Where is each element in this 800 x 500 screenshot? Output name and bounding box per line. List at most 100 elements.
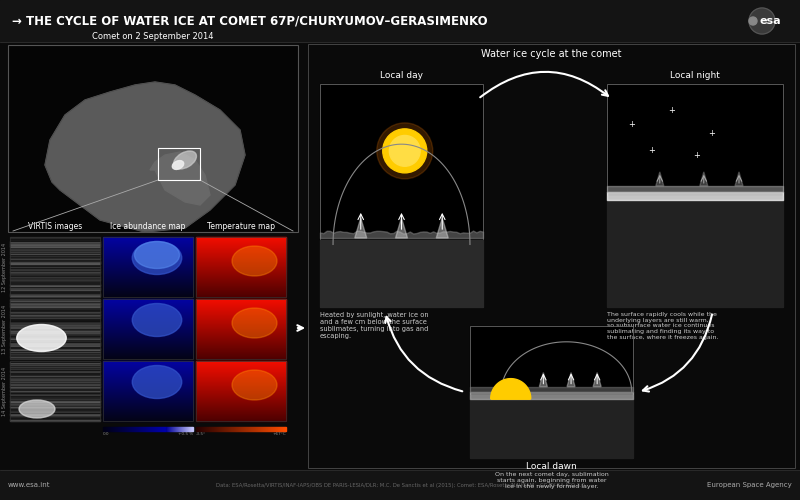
Bar — [196, 418, 286, 419]
Bar — [196, 269, 286, 270]
Bar — [103, 283, 193, 284]
Bar — [103, 282, 193, 283]
Bar — [10, 400, 100, 401]
Bar — [103, 402, 193, 403]
Polygon shape — [656, 172, 664, 186]
Bar — [249, 427, 250, 431]
Bar — [234, 427, 235, 431]
Bar — [10, 285, 100, 286]
Bar — [103, 267, 193, 268]
Bar — [103, 396, 193, 397]
Bar — [103, 356, 193, 357]
Bar — [196, 378, 286, 379]
Bar — [196, 390, 286, 391]
Bar — [227, 427, 228, 431]
Bar — [103, 361, 193, 421]
Bar — [196, 342, 286, 343]
Bar — [10, 276, 100, 277]
Bar — [10, 350, 100, 351]
Bar — [10, 371, 100, 372]
Bar — [103, 352, 193, 353]
Bar — [103, 343, 193, 344]
Bar — [103, 248, 193, 249]
Bar — [103, 252, 193, 253]
Bar — [196, 420, 286, 421]
Bar — [10, 356, 100, 357]
Bar — [173, 427, 174, 431]
Bar — [196, 248, 286, 249]
Bar — [103, 366, 193, 367]
Bar — [10, 299, 100, 359]
Bar — [191, 427, 192, 431]
Bar — [196, 417, 286, 418]
Bar — [10, 256, 100, 257]
Bar — [103, 268, 193, 269]
Bar — [103, 338, 193, 339]
Bar — [103, 244, 193, 245]
Circle shape — [749, 8, 775, 34]
Bar — [10, 302, 100, 303]
Bar — [10, 269, 100, 270]
Bar — [170, 427, 171, 431]
Bar — [10, 357, 100, 358]
Bar — [10, 407, 100, 408]
Ellipse shape — [132, 304, 182, 336]
Bar — [103, 411, 193, 412]
Bar — [103, 328, 193, 329]
Bar — [196, 237, 286, 297]
Bar — [103, 291, 193, 292]
Bar — [103, 249, 193, 250]
Bar — [104, 427, 105, 431]
Bar — [103, 399, 193, 400]
Bar — [10, 378, 100, 379]
Bar — [124, 427, 125, 431]
Bar — [196, 314, 286, 315]
Bar — [226, 427, 227, 431]
Bar — [10, 370, 100, 371]
Bar — [273, 427, 274, 431]
Bar — [10, 406, 100, 407]
Bar — [0, 0, 800, 42]
Bar — [103, 372, 193, 373]
Bar — [196, 243, 286, 244]
Bar — [10, 253, 100, 254]
Bar — [246, 427, 247, 431]
Bar — [103, 382, 193, 383]
Bar — [196, 299, 286, 300]
Bar — [210, 427, 211, 431]
Bar — [10, 398, 100, 399]
Bar — [10, 249, 100, 250]
Bar — [103, 346, 193, 347]
Bar — [196, 237, 286, 297]
Bar — [10, 291, 100, 292]
Bar — [196, 400, 286, 401]
Bar — [10, 318, 100, 319]
Bar — [10, 321, 100, 322]
Bar — [10, 328, 100, 329]
Bar — [253, 427, 254, 431]
Bar — [196, 344, 286, 345]
Bar — [103, 383, 193, 384]
Bar — [10, 361, 100, 421]
Bar — [255, 427, 256, 431]
Bar — [196, 358, 286, 359]
Bar — [126, 427, 127, 431]
Bar — [103, 373, 193, 374]
Bar — [10, 322, 100, 323]
Bar — [196, 274, 286, 275]
Bar — [204, 427, 205, 431]
Bar — [196, 361, 286, 421]
Bar — [10, 417, 100, 418]
Bar — [10, 372, 100, 373]
Bar — [103, 403, 193, 404]
Bar — [10, 255, 100, 256]
Bar — [196, 363, 286, 364]
Bar — [215, 427, 216, 431]
Bar — [242, 427, 243, 431]
Bar — [137, 427, 138, 431]
Bar — [196, 303, 286, 304]
Bar — [10, 381, 100, 382]
Bar — [196, 397, 286, 398]
Bar — [153, 427, 154, 431]
Bar — [196, 247, 286, 248]
